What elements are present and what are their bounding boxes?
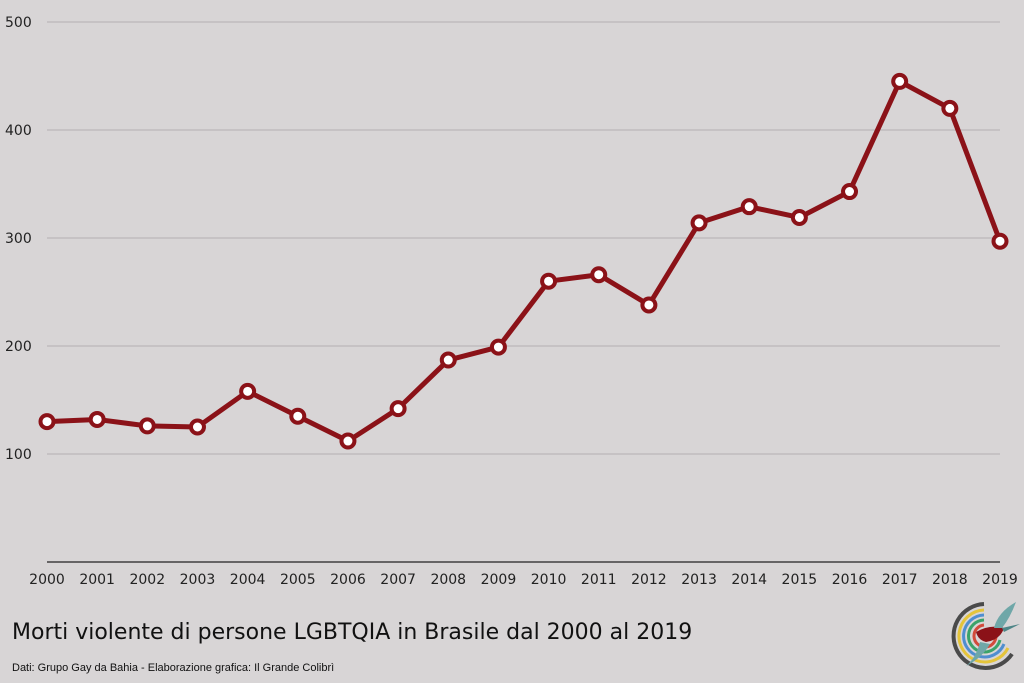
x-tick-label: 2009 [481, 572, 517, 588]
data-point-2007 [389, 400, 407, 418]
y-tick-label: 100 [5, 447, 32, 463]
chart-title: Morti violente di persone LGBTQIA in Bra… [12, 620, 693, 645]
y-tick-label: 400 [5, 123, 32, 139]
x-tick-label: 2012 [631, 572, 667, 588]
data-point-2004 [239, 382, 257, 400]
x-tick-label: 2015 [782, 572, 818, 588]
data-point-2012 [640, 296, 658, 314]
x-tick-label: 2016 [832, 572, 868, 588]
data-point-2013 [690, 214, 708, 232]
data-point-2003 [188, 418, 206, 436]
data-point-2008 [439, 351, 457, 369]
hummingbird-logo-icon [951, 602, 1020, 670]
x-tick-label: 2011 [581, 572, 617, 588]
data-point-2017 [891, 72, 909, 90]
y-tick-label: 500 [5, 15, 32, 31]
data-point-2000 [38, 413, 56, 431]
data-point-2016 [841, 183, 859, 201]
x-tick-label: 2002 [129, 572, 165, 588]
series [38, 72, 1009, 450]
line-chart: 100 200 300 400 500 2000 2001 2002 2003 2004 2005… [5, 15, 1018, 588]
x-tick-label: 2008 [430, 572, 466, 588]
x-tick-label: 2010 [531, 572, 567, 588]
x-tick-label: 2004 [230, 572, 266, 588]
series-line [44, 78, 1003, 444]
data-point-2006 [339, 432, 357, 450]
x-tick-label: 2019 [982, 572, 1018, 588]
data-point-2009 [489, 338, 507, 356]
x-tick-label: 2014 [731, 572, 767, 588]
data-point-2011 [590, 266, 608, 284]
x-tick-label: 2000 [29, 572, 65, 588]
x-tick-label: 2007 [380, 572, 416, 588]
x-tick-label: 2018 [932, 572, 968, 588]
data-point-2014 [740, 198, 758, 216]
data-point-2010 [540, 272, 558, 290]
data-credit: Dati: Grupo Gay da Bahia - Elaborazione … [12, 662, 335, 674]
data-point-2018 [941, 99, 959, 117]
y-axis-ticks: 100 200 300 400 500 [5, 15, 32, 463]
y-tick-label: 300 [5, 231, 32, 247]
data-point-2002 [138, 417, 156, 435]
x-tick-label: 2006 [330, 572, 366, 588]
x-tick-label: 2003 [180, 572, 216, 588]
data-point-2001 [88, 410, 106, 428]
gridlines [47, 21, 1000, 455]
y-tick-label: 200 [5, 339, 32, 355]
data-point-2019 [991, 232, 1009, 250]
x-tick-label: 2005 [280, 572, 316, 588]
x-tick-label: 2001 [79, 572, 115, 588]
data-point-2005 [289, 407, 307, 425]
x-tick-label: 2017 [882, 572, 918, 588]
x-axis-ticks: 2000 2001 2002 2003 2004 2005 2006 2007 2008 2009… [29, 572, 1018, 588]
data-point-2015 [790, 208, 808, 226]
x-tick-label: 2013 [681, 572, 717, 588]
